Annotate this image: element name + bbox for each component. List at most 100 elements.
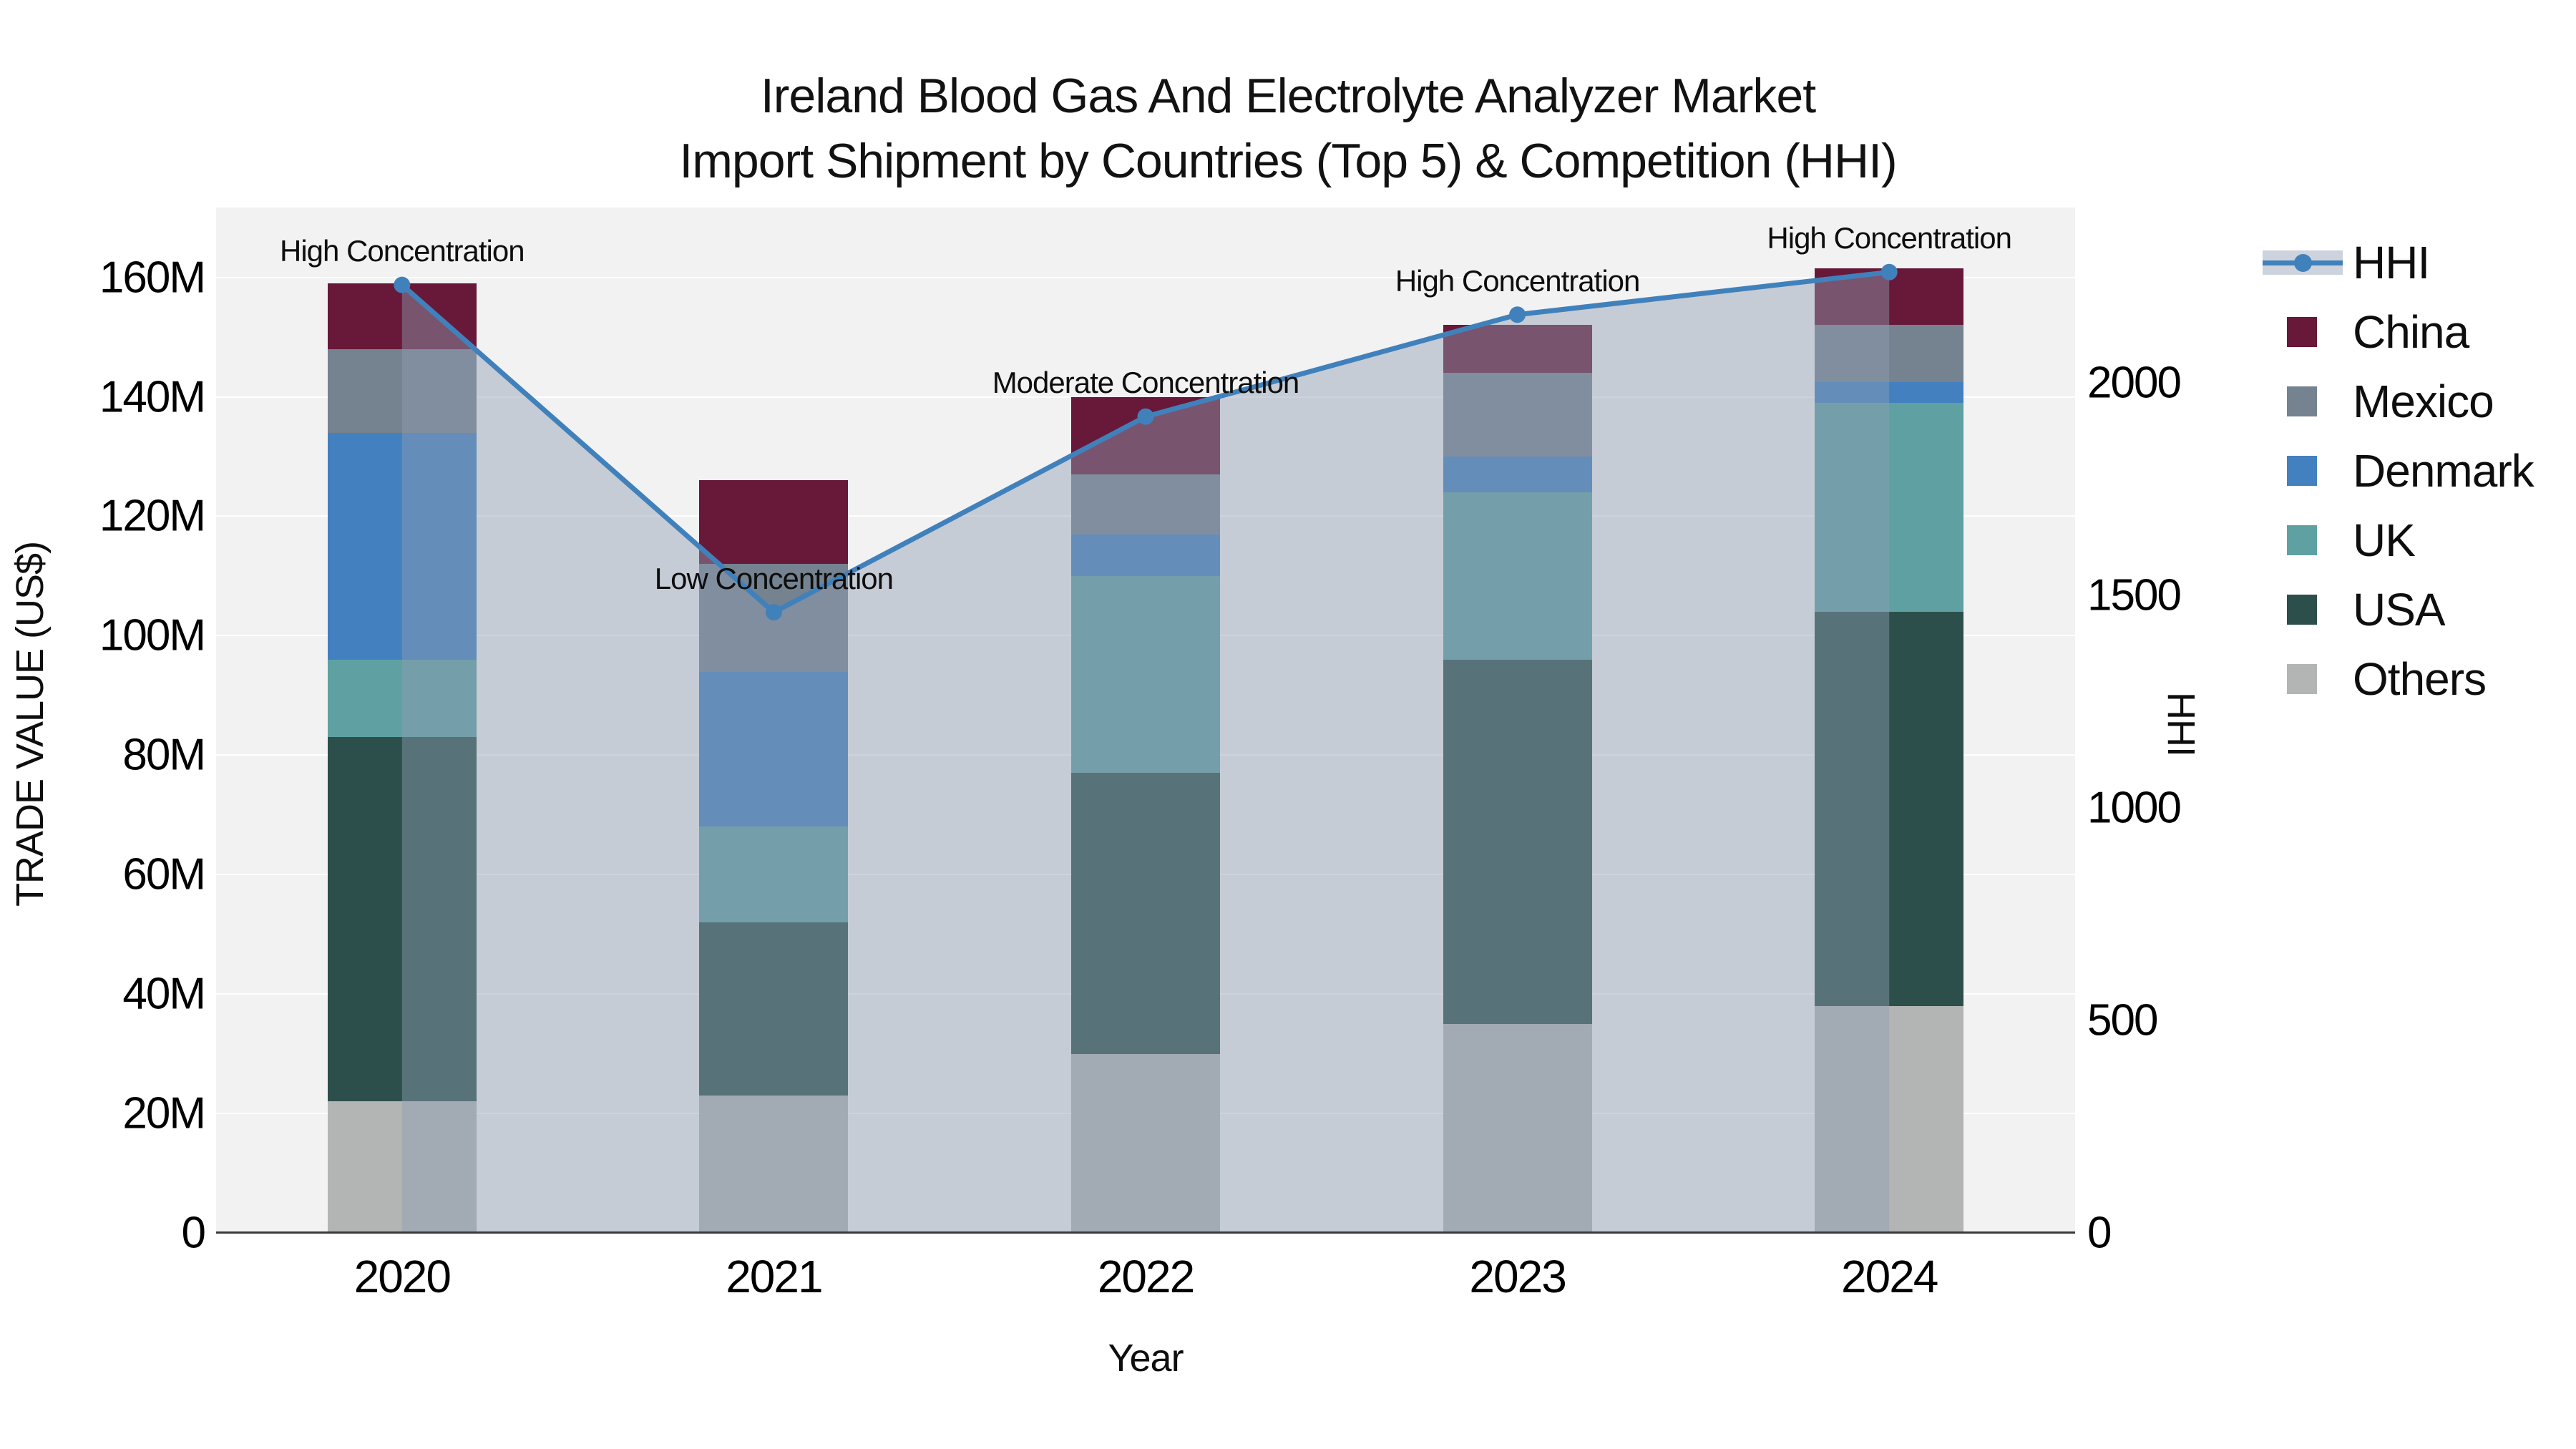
bar-segment-usa — [1815, 612, 1964, 1006]
x-axis-tick-label-2024: 2024 — [1841, 1251, 1938, 1302]
bar-segment-usa — [1443, 659, 1592, 1024]
gridline — [216, 276, 2075, 278]
bar-segment-mexico — [1443, 373, 1592, 457]
left-axis-tick-label: 80M — [122, 730, 206, 780]
legend-swatch-icon — [2261, 436, 2346, 505]
bar-segment-denmark — [1071, 534, 1220, 576]
hhi-marker — [1137, 408, 1154, 425]
legend-label: Others — [2353, 653, 2487, 705]
bar-segment-mexico — [1071, 474, 1220, 535]
left-axis-tick-label: 120M — [99, 491, 206, 541]
stacked-bar-2024 — [1815, 268, 1964, 1233]
legend-swatch-icon — [2261, 644, 2346, 713]
bar-segment-usa — [699, 922, 849, 1096]
legend-label: UK — [2353, 514, 2416, 566]
legend-item-uk[interactable]: UK — [2261, 505, 2534, 575]
annotation-2022: Moderate Concentration — [992, 366, 1300, 400]
x-axis-line — [216, 1231, 2075, 1234]
right-axis-tick-label: 1000 — [2087, 783, 2182, 833]
color-swatch-usa — [2287, 595, 2317, 625]
color-swatch-china — [2287, 317, 2317, 347]
legend-swatch-icon — [2261, 297, 2346, 366]
hhi-marker — [394, 276, 411, 293]
left-axis-tick-label: 20M — [122, 1088, 206, 1138]
legend-label: Denmark — [2353, 444, 2534, 497]
annotation-2023: High Concentration — [1395, 263, 1641, 298]
gridline — [216, 396, 2075, 398]
bar-segment-denmark — [327, 432, 477, 660]
bar-segment-denmark — [1443, 457, 1592, 493]
legend-swatch-icon — [2261, 366, 2346, 436]
hhi-marker-glyph — [2294, 254, 2312, 272]
legend-label: HHI — [2353, 236, 2430, 288]
legend-item-hhi[interactable]: HHI — [2261, 228, 2534, 297]
bar-segment-uk — [1443, 492, 1592, 660]
color-swatch-uk — [2287, 525, 2317, 555]
annotation-2020: High Concentration — [280, 234, 525, 268]
bar-segment-uk — [699, 826, 849, 923]
hhi-marker — [765, 604, 782, 621]
bar-segment-others — [699, 1096, 849, 1233]
bar-segment-mexico — [327, 348, 477, 433]
hhi-area-fill — [401, 272, 1890, 1233]
bar-segment-china — [699, 480, 849, 565]
left-axis-tick-label: 60M — [122, 849, 206, 899]
bar-segment-china — [1443, 325, 1592, 374]
color-swatch-others — [2287, 664, 2317, 694]
chart-title-line1: Ireland Blood Gas And Electrolyte Analyz… — [760, 69, 1816, 123]
bar-segment-denmark — [1815, 381, 1964, 403]
left-axis-tick-label: 160M — [99, 253, 206, 303]
right-axis-tick-label: 0 — [2087, 1208, 2112, 1258]
bar-segment-denmark — [699, 671, 849, 827]
bar-segment-china — [327, 283, 477, 349]
right-axis-title: HHI — [2160, 692, 2202, 756]
right-axis-tick-label: 1500 — [2087, 570, 2182, 620]
stacked-bar-2023 — [1443, 325, 1592, 1233]
legend-label: Mexico — [2353, 375, 2494, 427]
stacked-bar-2021 — [699, 480, 849, 1233]
legend-swatch-icon — [2261, 575, 2346, 644]
bar-segment-uk — [1071, 575, 1220, 774]
annotation-2021: Low Concentration — [654, 561, 894, 595]
right-axis-tick-label: 500 — [2087, 995, 2158, 1045]
plot-area — [216, 208, 2075, 1233]
x-axis-tick-label-2020: 2020 — [353, 1251, 452, 1302]
hhi-line-legend-icon — [2261, 228, 2346, 297]
legend-swatch-icon — [2261, 505, 2346, 575]
stacked-bar-2020 — [327, 283, 477, 1233]
legend-item-usa[interactable]: USA — [2261, 575, 2534, 644]
bar-segment-usa — [327, 737, 477, 1102]
hhi-marker — [1880, 263, 1898, 280]
bar-segment-uk — [327, 659, 477, 738]
x-axis-title: Year — [1108, 1337, 1184, 1380]
legend-item-china[interactable]: China — [2261, 297, 2534, 366]
legend-label: USA — [2353, 583, 2446, 635]
hhi-marker — [1509, 306, 1526, 323]
annotation-2024: High Concentration — [1767, 221, 2012, 255]
legend-item-others[interactable]: Others — [2261, 644, 2534, 713]
left-axis-tick-label: 100M — [99, 610, 206, 660]
legend-item-denmark[interactable]: Denmark — [2261, 436, 2534, 505]
x-axis-tick-label-2022: 2022 — [1097, 1251, 1195, 1302]
bar-segment-others — [1071, 1053, 1220, 1233]
chart-title-line2: Import Shipment by Countries (Top 5) & C… — [679, 134, 1897, 188]
right-axis-tick-label: 2000 — [2087, 358, 2182, 408]
bar-segment-others — [327, 1101, 477, 1233]
legend-label: China — [2353, 306, 2469, 358]
bar-segment-others — [1815, 1005, 1964, 1233]
bar-segment-usa — [1071, 773, 1220, 1054]
left-axis-title: TRADE VALUE (US$) — [9, 541, 52, 907]
x-axis-tick-label-2023: 2023 — [1469, 1251, 1566, 1302]
left-axis-tick-label: 140M — [99, 372, 206, 422]
x-axis-tick-label-2021: 2021 — [726, 1251, 823, 1302]
left-axis-tick-label: 0 — [181, 1208, 206, 1258]
legend: HHI China Mexico Denmark UK USA Others — [2261, 228, 2534, 713]
color-swatch-denmark — [2287, 456, 2317, 486]
stacked-bar-2022 — [1071, 396, 1220, 1233]
bar-segment-mexico — [1815, 325, 1964, 382]
left-axis-tick-label: 40M — [122, 969, 206, 1019]
bar-segment-uk — [1815, 402, 1964, 613]
bar-segment-others — [1443, 1023, 1592, 1233]
legend-item-mexico[interactable]: Mexico — [2261, 366, 2534, 436]
